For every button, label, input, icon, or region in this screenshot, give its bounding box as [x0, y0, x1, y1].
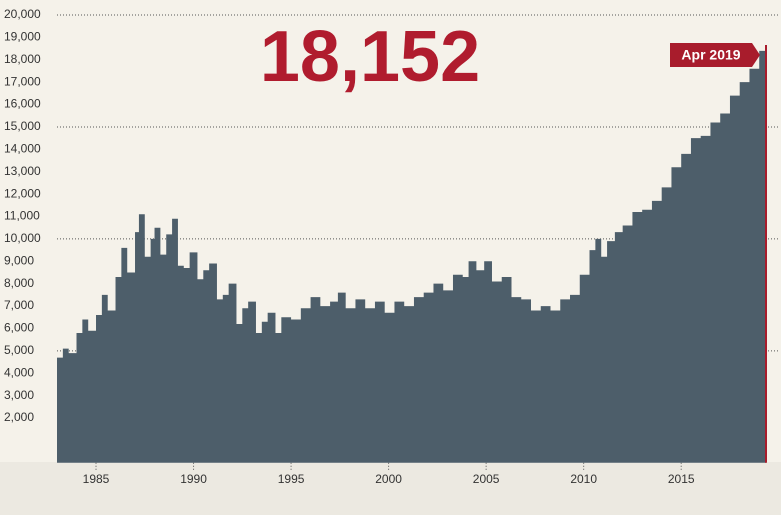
y-tick-label: 8,000	[4, 276, 34, 290]
y-tick-label: 17,000	[4, 74, 41, 88]
x-tick-label: 2005	[473, 472, 500, 486]
x-tick-label: 1995	[278, 472, 305, 486]
x-tick-label: 1990	[180, 472, 207, 486]
end-tag	[670, 43, 760, 67]
headline: 18,152	[260, 17, 480, 97]
y-tick-label: 11,000	[4, 209, 40, 223]
y-tick-label: 19,000	[4, 30, 41, 44]
y-tick-label: 2,000	[4, 410, 34, 424]
y-tick-label: 7,000	[4, 298, 34, 312]
footer-band	[0, 462, 781, 515]
x-tick-label: 2000	[375, 472, 402, 486]
area	[57, 50, 766, 463]
y-tick-label: 4,000	[4, 365, 34, 379]
y-tick-label: 12,000	[4, 186, 41, 200]
end-label: Apr 2019	[681, 47, 740, 63]
y-tick-label: 10,000	[4, 231, 41, 245]
y-tick-label: 14,000	[4, 142, 41, 156]
x-tick-label: 1985	[83, 472, 110, 486]
y-tick-label: 13,000	[4, 164, 41, 178]
y-tick-label: 18,000	[4, 52, 41, 66]
y-tick-label: 15,000	[4, 119, 41, 133]
y-tick-label: 20,000	[4, 7, 41, 21]
y-tick-label: 6,000	[4, 321, 34, 335]
x-tick-label: 2015	[668, 472, 695, 486]
y-tick-label: 5,000	[4, 343, 34, 357]
x-tick-label: 2010	[570, 472, 597, 486]
y-tick-label: 9,000	[4, 253, 34, 267]
y-tick-label: 16,000	[4, 97, 41, 111]
y-tick-label: 3,000	[4, 388, 34, 402]
